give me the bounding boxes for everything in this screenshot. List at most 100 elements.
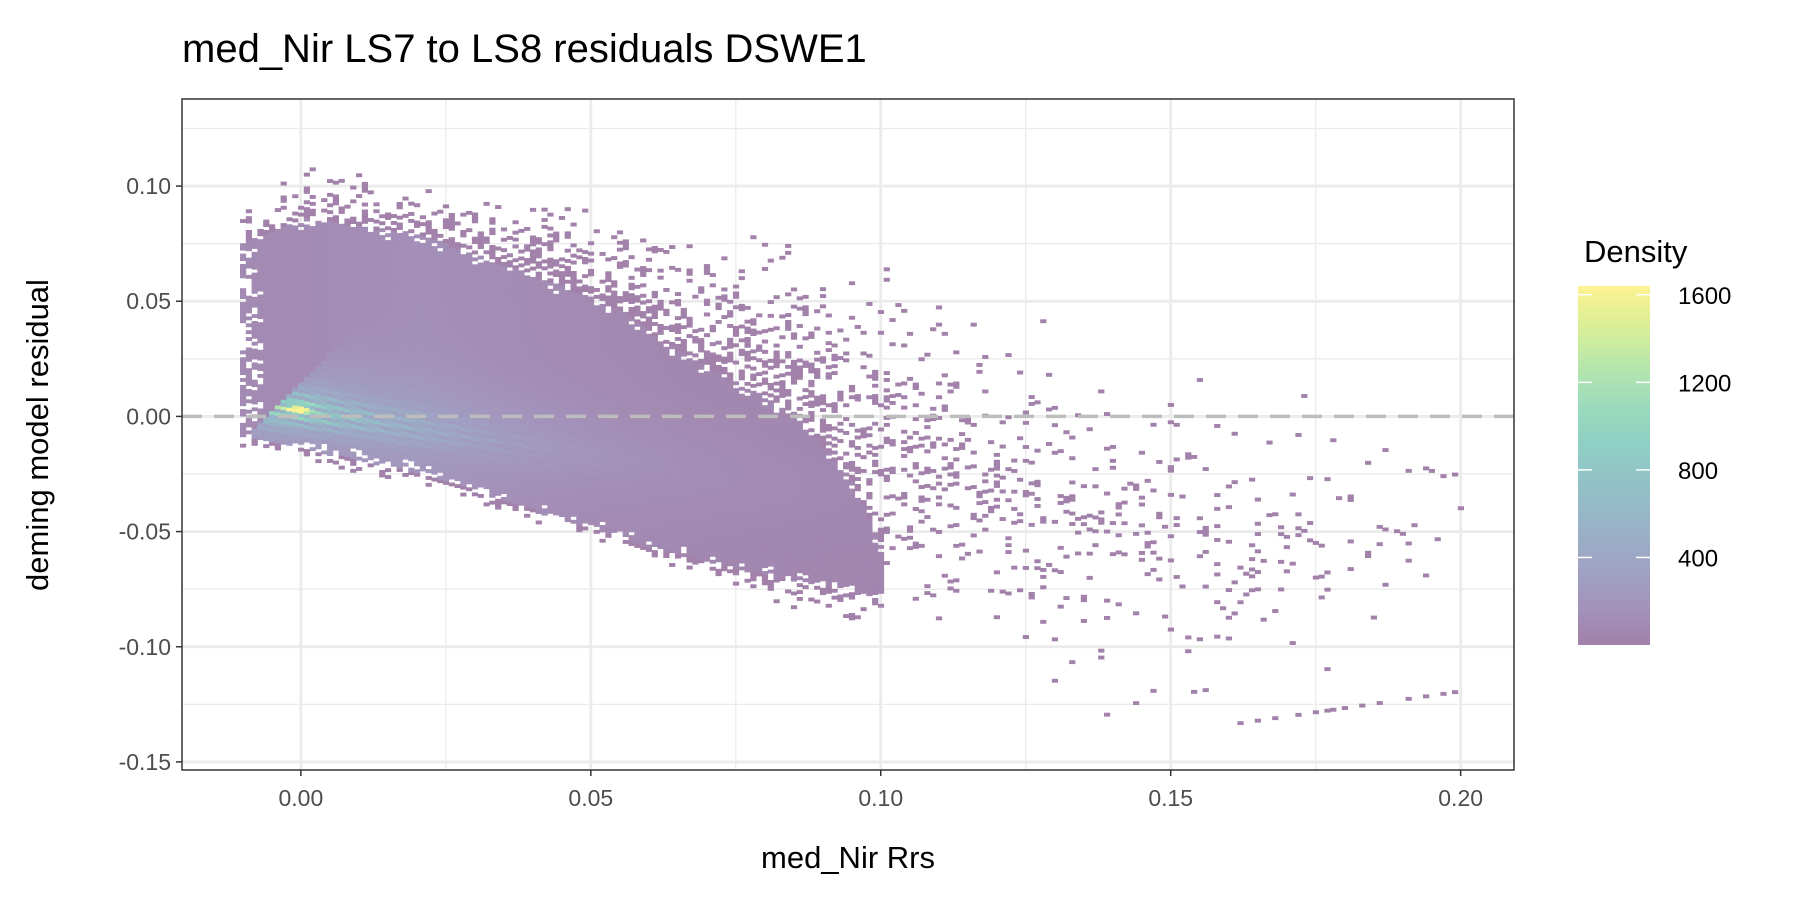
density-bin (356, 456, 363, 461)
density-bin (315, 234, 322, 239)
density-bin (541, 501, 548, 506)
density-bin (338, 289, 345, 294)
density-bin (611, 380, 618, 385)
density-bin (309, 333, 316, 338)
density-bin (547, 302, 554, 307)
density-bin (263, 344, 270, 348)
density-bin (524, 444, 531, 449)
density-bin (576, 383, 583, 388)
density-bin (309, 288, 316, 293)
density-bin (524, 292, 531, 297)
density-bin (414, 455, 421, 460)
density-bin (425, 265, 432, 270)
density-bin (390, 397, 397, 402)
density-bin (460, 444, 467, 449)
density-bin (344, 418, 351, 423)
density-bin (529, 359, 537, 364)
density-bin (495, 305, 502, 310)
density-bin (524, 368, 531, 373)
density-bin (292, 301, 299, 306)
density-bin (385, 336, 392, 341)
density-bin (344, 239, 351, 244)
density-bin (257, 249, 264, 254)
density-bin (471, 440, 479, 445)
density-bin (419, 260, 426, 265)
density-bin (425, 417, 432, 422)
density-bin (373, 333, 380, 338)
density-bin (263, 268, 270, 272)
density-bin (454, 373, 461, 378)
density-bin (622, 436, 629, 441)
density-bin (274, 412, 281, 416)
density-bin (634, 340, 641, 344)
density-bin (274, 298, 281, 302)
density-bin (425, 303, 432, 308)
density-bin (286, 289, 293, 294)
density-bin (385, 395, 392, 400)
density-bin (529, 366, 537, 371)
density-bin (269, 300, 276, 305)
density-bin (460, 458, 467, 462)
density-bin (587, 317, 595, 322)
density-bin (466, 390, 473, 395)
density-bin (616, 403, 624, 408)
density-bin (495, 505, 502, 510)
density-bin (332, 391, 339, 396)
density-bin (431, 339, 438, 344)
density-bin (269, 421, 276, 426)
density-bin (292, 346, 299, 351)
density-bin (570, 222, 577, 227)
density-bin (570, 378, 577, 382)
density-bin (611, 397, 618, 402)
density-bin (431, 273, 438, 278)
density-bin (576, 410, 583, 415)
density-bin (269, 365, 276, 370)
density-bin (460, 333, 467, 338)
density-bin (558, 468, 566, 473)
density-bin (640, 404, 647, 409)
density-bin (512, 441, 519, 446)
density-bin (634, 537, 641, 541)
density-bin (385, 260, 392, 265)
density-bin (622, 377, 629, 382)
density-bin (622, 325, 629, 330)
density-bin (309, 360, 316, 365)
density-bin (274, 401, 281, 406)
density-bin (477, 314, 484, 319)
density-bin (298, 243, 305, 248)
density-bin (408, 398, 415, 403)
density-bin (431, 374, 438, 378)
density-bin (425, 365, 432, 370)
density-bin (500, 431, 508, 436)
density-bin (344, 353, 351, 358)
density-bin (553, 380, 560, 385)
density-bin (303, 259, 310, 263)
density-bin (460, 212, 467, 217)
density-bin (379, 452, 386, 457)
density-bin (269, 362, 276, 367)
density-bin (506, 318, 513, 323)
density-bin (327, 289, 334, 294)
density-bin (506, 394, 513, 399)
density-bin (327, 431, 334, 436)
density-bin (298, 361, 305, 366)
density-bin (292, 394, 299, 399)
density-bin (356, 259, 363, 264)
density-bin (535, 461, 542, 466)
density-bin (616, 247, 624, 252)
density-bin (379, 259, 386, 264)
density-bin (414, 396, 421, 401)
density-bin (489, 327, 496, 332)
density-bin (524, 296, 531, 300)
density-bin (645, 516, 653, 521)
density-bin (350, 268, 357, 273)
density-bin (518, 322, 525, 327)
density-bin (344, 405, 351, 409)
density-bin (414, 331, 421, 335)
density-bin (344, 429, 351, 434)
density-bin (576, 507, 583, 512)
density-bin (547, 368, 554, 373)
density-bin (495, 467, 502, 472)
density-bin (593, 516, 600, 520)
density-bin (611, 356, 618, 361)
